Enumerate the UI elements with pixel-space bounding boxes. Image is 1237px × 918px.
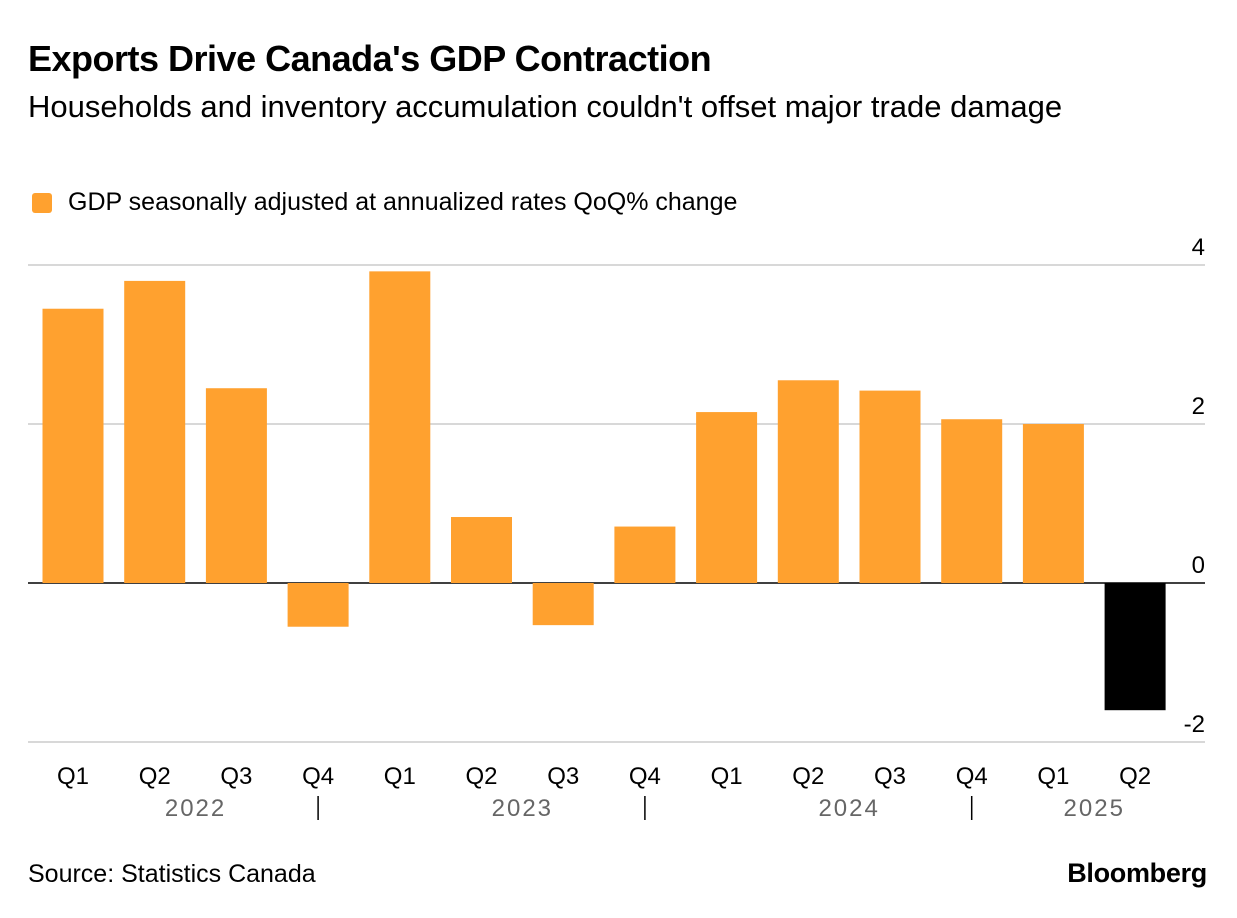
source-note: Source: Statistics Canada <box>28 860 316 888</box>
x-tick-label: Q3 <box>220 763 252 790</box>
bar-chart: -2 0 2 4 Q1 Q2 Q3 Q4 Q1 Q2 Q3 Q4 Q1 Q2 Q3 Q4 Q1 Q2 2022 202… <box>28 234 1205 822</box>
x-tick-label: Q4 <box>629 763 661 790</box>
x-tick-label: Q2 <box>792 763 824 790</box>
x-tick-label: Q3 <box>547 763 579 790</box>
y-tick-label: 0 <box>1192 552 1205 579</box>
year-label: 2022 <box>165 795 226 822</box>
x-tick-label: Q1 <box>57 763 89 790</box>
x-tick-label: Q3 <box>874 763 906 790</box>
chart-title: Exports Drive Canada's GDP Contraction <box>28 38 712 79</box>
year-label: 2025 <box>1064 795 1125 822</box>
bar <box>451 517 512 583</box>
bar <box>369 271 431 583</box>
x-tick-label: Q2 <box>465 763 497 790</box>
x-tick-label: Q2 <box>139 763 171 790</box>
x-tick-label: Q4 <box>956 763 988 790</box>
bar <box>532 583 594 626</box>
bar <box>696 412 758 583</box>
year-label: 2023 <box>492 795 553 822</box>
y-tick-label: 4 <box>1192 234 1205 261</box>
legend-label: GDP seasonally adjusted at annualized ra… <box>68 188 738 216</box>
legend-swatch <box>32 192 52 213</box>
x-tick-label: Q1 <box>1037 763 1069 790</box>
bar <box>287 583 349 627</box>
y-tick-label: 2 <box>1192 393 1205 420</box>
bar <box>42 308 104 583</box>
bar <box>205 388 267 583</box>
x-tick-label: Q1 <box>384 763 416 790</box>
year-label: 2024 <box>818 795 879 822</box>
x-tick-label: Q2 <box>1119 763 1151 790</box>
bar <box>124 280 186 583</box>
x-tick-label: Q1 <box>711 763 743 790</box>
legend: GDP seasonally adjusted at annualized ra… <box>32 188 737 217</box>
bar <box>777 380 839 583</box>
bar <box>614 526 676 583</box>
bar <box>859 390 921 583</box>
y-tick-label: -2 <box>1184 711 1205 738</box>
x-tick-label: Q4 <box>302 763 334 790</box>
chart-subtitle: Households and inventory accumulation co… <box>28 89 1063 124</box>
bloomberg-logo: Bloomberg <box>1067 858 1207 888</box>
bar <box>1104 583 1166 711</box>
bar <box>941 419 1003 583</box>
bar <box>1022 424 1084 583</box>
